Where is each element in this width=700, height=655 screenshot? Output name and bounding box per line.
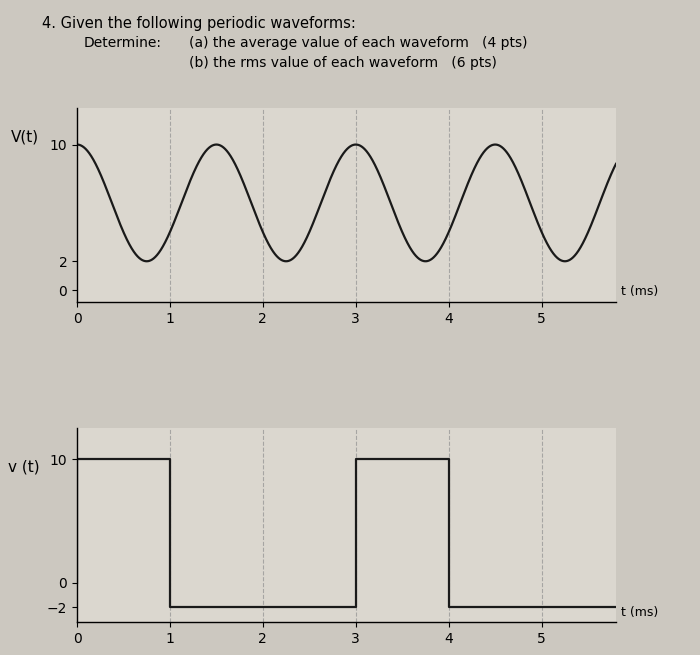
Text: 4. Given the following periodic waveforms:: 4. Given the following periodic waveform… bbox=[42, 16, 356, 31]
Y-axis label: V(t): V(t) bbox=[11, 130, 39, 145]
Text: Determine:: Determine: bbox=[84, 36, 162, 50]
Text: (a) the average value of each waveform   (4 pts): (a) the average value of each waveform (… bbox=[189, 36, 528, 50]
Text: t (ms): t (ms) bbox=[622, 605, 659, 618]
Y-axis label: v (t): v (t) bbox=[8, 460, 39, 474]
Text: t (ms): t (ms) bbox=[622, 285, 659, 298]
Text: (b) the rms value of each waveform   (6 pts): (b) the rms value of each waveform (6 pt… bbox=[189, 56, 497, 69]
